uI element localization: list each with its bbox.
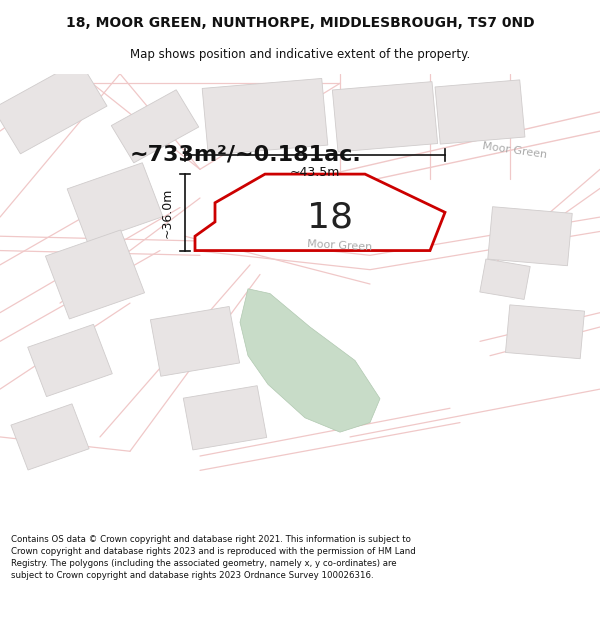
- Polygon shape: [195, 174, 445, 251]
- Polygon shape: [435, 80, 525, 144]
- Polygon shape: [67, 162, 163, 242]
- Text: 18: 18: [307, 200, 353, 234]
- Text: Moor Green: Moor Green: [482, 141, 548, 160]
- Polygon shape: [28, 324, 112, 397]
- Text: Map shows position and indicative extent of the property.: Map shows position and indicative extent…: [130, 48, 470, 61]
- Text: ~733m²/~0.181ac.: ~733m²/~0.181ac.: [129, 145, 361, 165]
- Text: ~36.0m: ~36.0m: [161, 187, 173, 238]
- Polygon shape: [46, 230, 145, 319]
- Text: ~43.5m: ~43.5m: [290, 166, 340, 179]
- Text: Moor Green: Moor Green: [307, 239, 373, 252]
- Polygon shape: [151, 306, 239, 376]
- Polygon shape: [240, 289, 380, 432]
- Text: Contains OS data © Crown copyright and database right 2021. This information is : Contains OS data © Crown copyright and d…: [11, 535, 416, 579]
- Polygon shape: [332, 82, 437, 152]
- Polygon shape: [183, 386, 267, 450]
- Polygon shape: [111, 90, 199, 163]
- Polygon shape: [0, 61, 107, 154]
- Text: 18, MOOR GREEN, NUNTHORPE, MIDDLESBROUGH, TS7 0ND: 18, MOOR GREEN, NUNTHORPE, MIDDLESBROUGH…: [65, 16, 535, 30]
- Polygon shape: [202, 78, 328, 155]
- Polygon shape: [480, 259, 530, 299]
- Polygon shape: [11, 404, 89, 470]
- Polygon shape: [505, 305, 584, 359]
- Polygon shape: [488, 207, 572, 266]
